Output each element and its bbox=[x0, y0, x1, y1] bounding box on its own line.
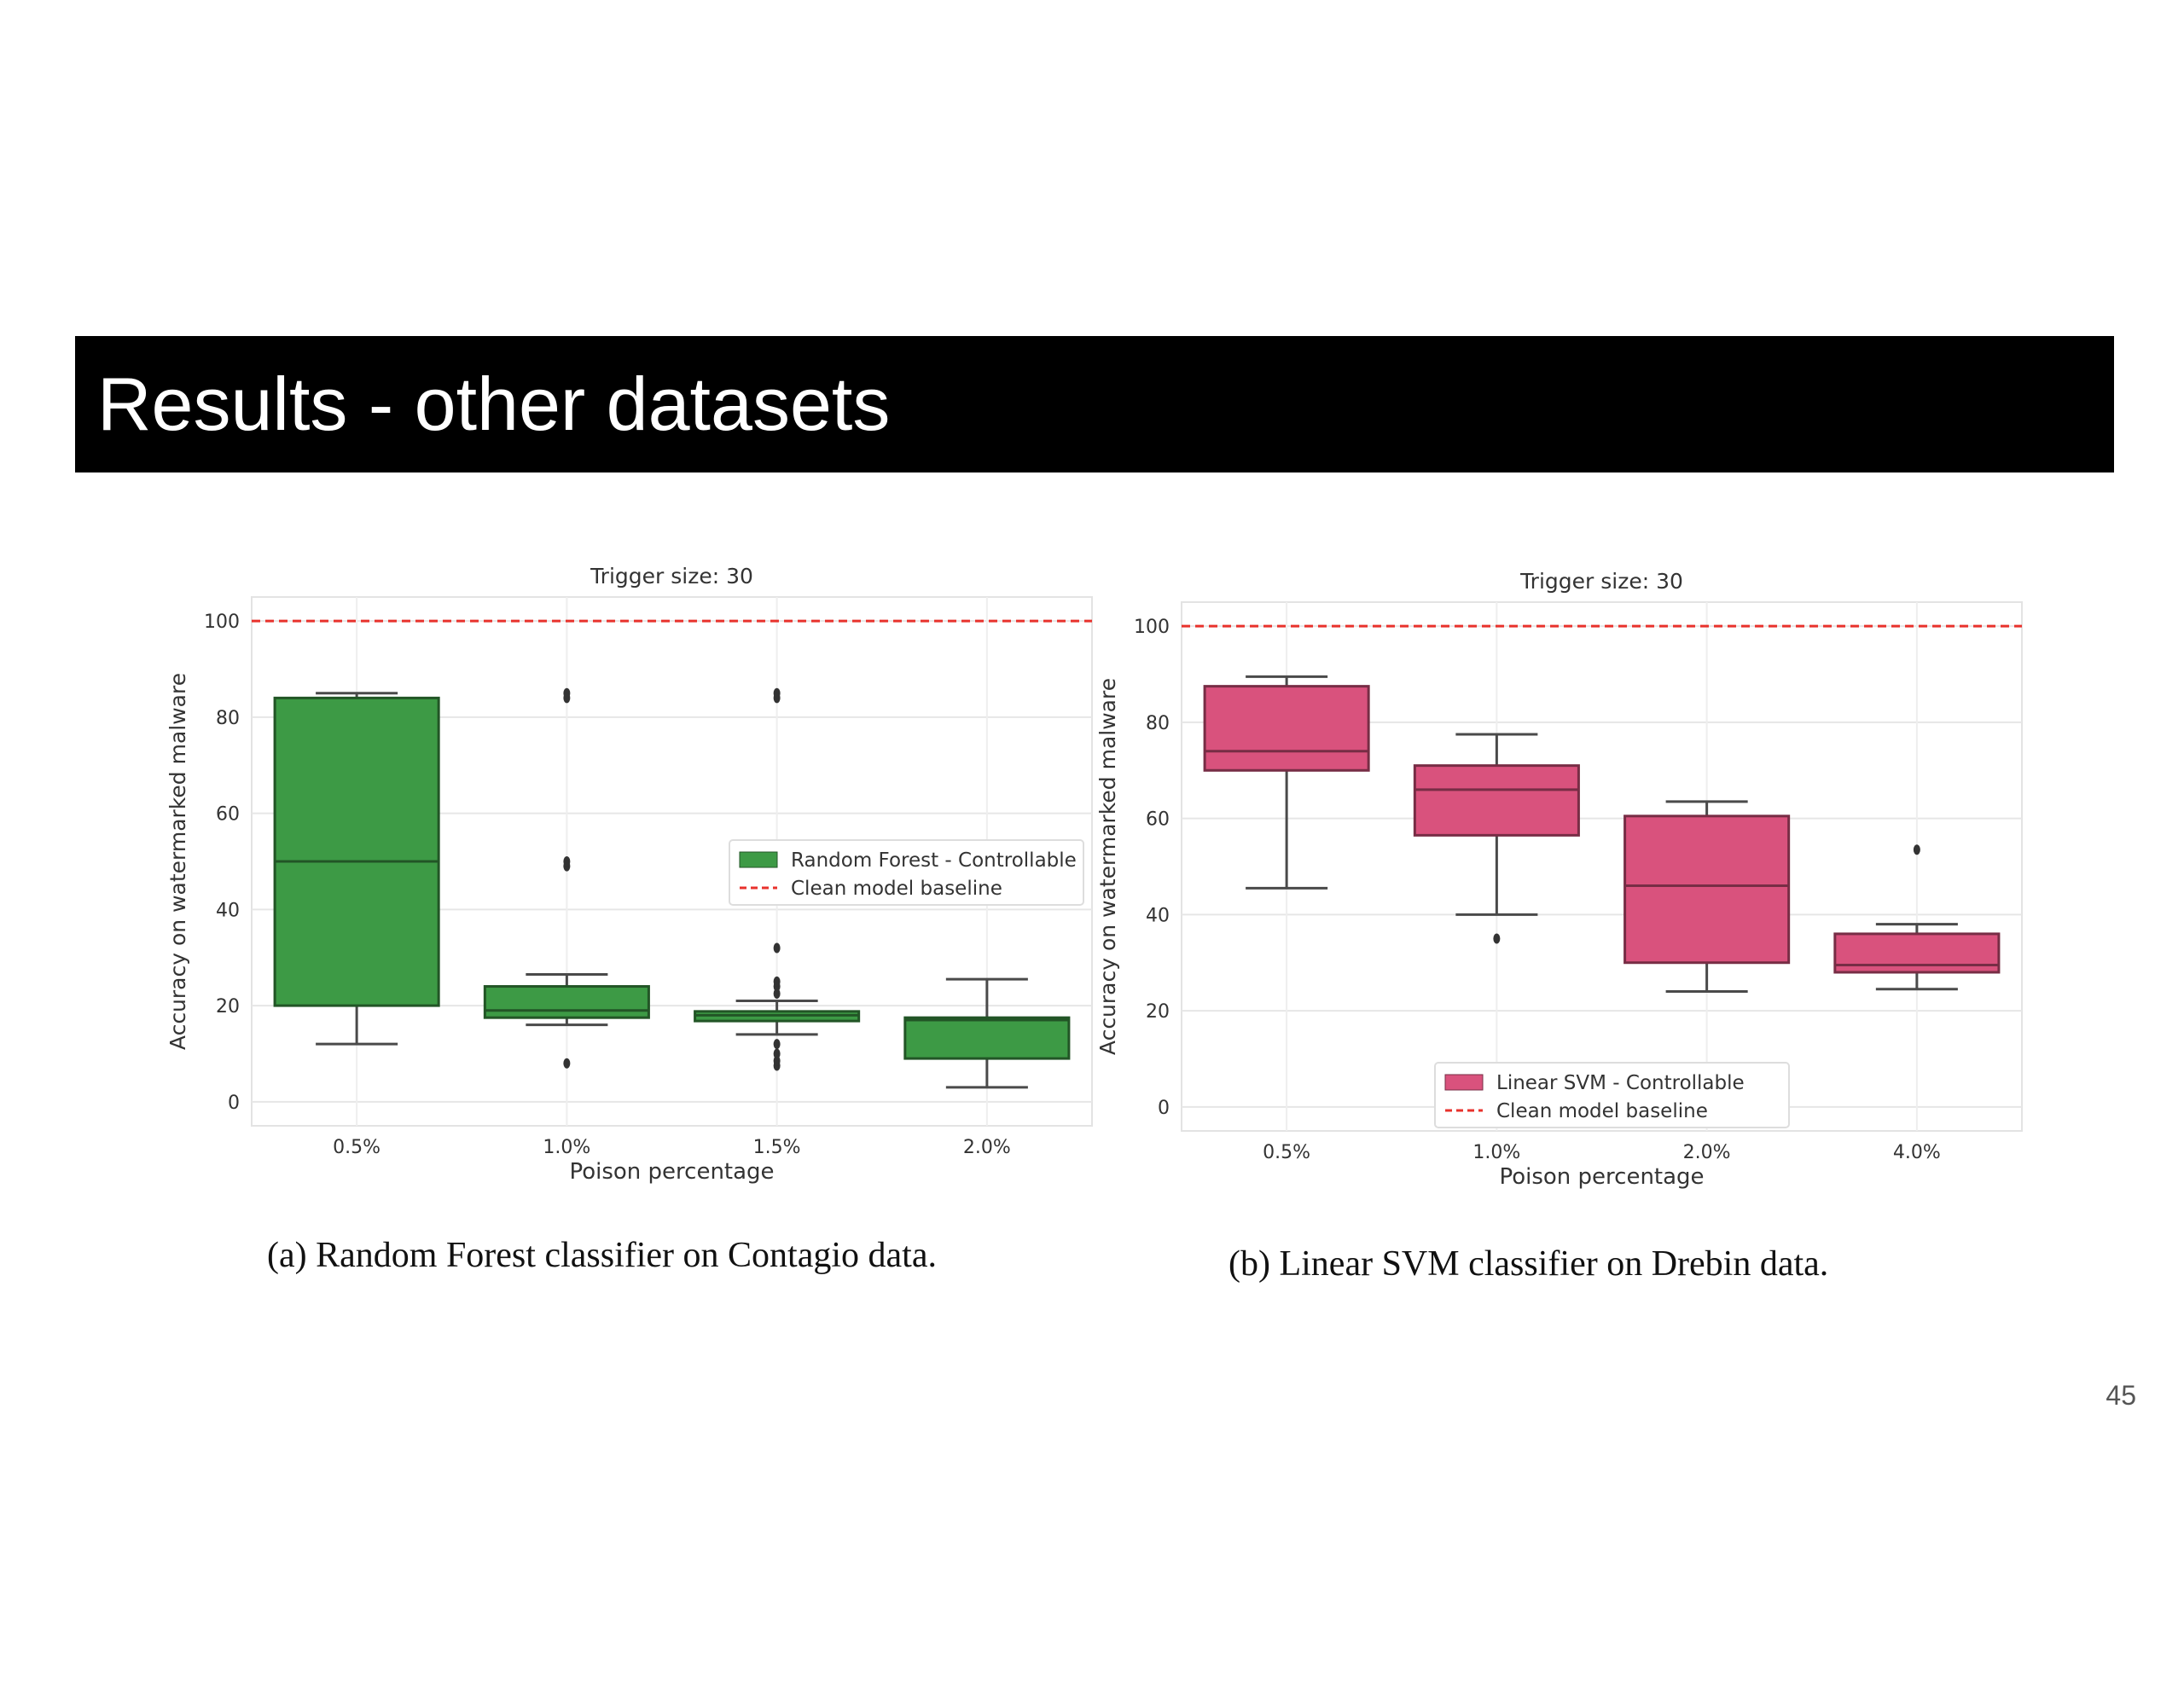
chart-title: Trigger size: 30 bbox=[590, 564, 753, 588]
box-1 bbox=[483, 985, 650, 1019]
x-tick-label: 1.5% bbox=[753, 1137, 801, 1158]
outlier-point bbox=[773, 1039, 781, 1050]
outlier-point bbox=[773, 942, 781, 954]
y-tick-label: 60 bbox=[216, 804, 240, 826]
slide-title: Results - other datasets bbox=[97, 362, 891, 446]
outlier-point bbox=[1493, 933, 1501, 944]
y-axis-label: Accuracy on watermarked malware bbox=[1095, 678, 1120, 1055]
outlier-point bbox=[773, 1055, 781, 1066]
slide-title-bar: Results - other datasets bbox=[75, 336, 2114, 472]
x-tick-label: 1.0% bbox=[1472, 1142, 1520, 1163]
chart-linear-svm: 0 20 40 60 80 100 0.5% 1.0% 2.0% 4.0% Trigger size… bbox=[1095, 569, 2023, 1190]
plot-area bbox=[1181, 601, 2023, 1132]
y-tick-label: 0 bbox=[1158, 1098, 1170, 1119]
legend-swatch-series bbox=[739, 851, 778, 868]
legend-box bbox=[1434, 1062, 1790, 1128]
box-3 bbox=[1833, 932, 2001, 974]
outlier-point bbox=[563, 687, 571, 699]
outlier-point bbox=[563, 856, 571, 867]
x-axis-label: Poison percentage bbox=[569, 1159, 774, 1185]
box-0 bbox=[273, 696, 440, 1007]
y-axis-label: Accuracy on watermarked malware bbox=[166, 673, 190, 1050]
y-tick-label: 40 bbox=[1146, 905, 1170, 926]
legend-label-series: Random Forest - Controllable bbox=[791, 849, 1077, 872]
legend-label-baseline: Clean model baseline bbox=[791, 878, 1002, 900]
x-axis-label: Poison percentage bbox=[1499, 1164, 1704, 1190]
y-tick-label: 80 bbox=[216, 708, 240, 729]
y-tick-label: 20 bbox=[216, 996, 240, 1017]
x-tick-label: 0.5% bbox=[333, 1137, 380, 1158]
chart-random-forest: 0 20 40 60 80 100 0.5% 1.0% 1.5% 2.0% Trigger size… bbox=[166, 564, 1093, 1185]
chart-title: Trigger size: 30 bbox=[1519, 569, 1683, 594]
y-tick-label: 100 bbox=[1134, 617, 1170, 638]
legend-box bbox=[729, 839, 1084, 906]
outlier-point bbox=[773, 1048, 781, 1059]
y-tick-label: 100 bbox=[204, 612, 240, 633]
y-tick-label: 60 bbox=[1146, 809, 1170, 831]
y-tick-label: 0 bbox=[228, 1093, 240, 1114]
outlier-point bbox=[1913, 844, 1920, 855]
caption-b: (b) Linear SVM classifier on Drebin data… bbox=[1228, 1244, 1829, 1284]
caption-a: (a) Random Forest classifier on Contagio… bbox=[267, 1236, 937, 1275]
x-tick-label: 0.5% bbox=[1263, 1142, 1310, 1163]
x-tick-label: 2.0% bbox=[963, 1137, 1011, 1158]
x-tick-label: 1.0% bbox=[543, 1137, 590, 1158]
outlier-point bbox=[563, 1058, 571, 1069]
box-2 bbox=[1623, 815, 1791, 965]
legend-swatch-series bbox=[1444, 1074, 1484, 1091]
y-tick-label: 20 bbox=[1146, 1001, 1170, 1023]
outlier-point bbox=[773, 976, 781, 987]
legend-label-series: Linear SVM - Controllable bbox=[1496, 1072, 1745, 1094]
x-tick-label: 2.0% bbox=[1683, 1142, 1731, 1163]
box-3 bbox=[903, 1016, 1071, 1060]
page-number: 45 bbox=[2106, 1380, 2136, 1411]
y-tick-label: 40 bbox=[216, 900, 240, 921]
legend-label-baseline: Clean model baseline bbox=[1496, 1100, 1708, 1122]
y-tick-label: 80 bbox=[1146, 713, 1170, 734]
outlier-point bbox=[773, 687, 781, 699]
box-0 bbox=[1203, 685, 1370, 772]
x-tick-label: 4.0% bbox=[1893, 1142, 1941, 1163]
outlier-point bbox=[773, 988, 781, 999]
box-1 bbox=[1413, 764, 1580, 837]
